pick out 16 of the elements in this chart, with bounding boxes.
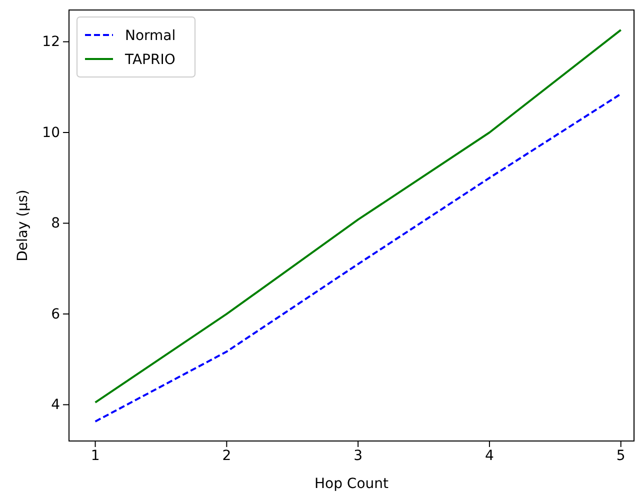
line-series — [94, 92, 622, 422]
y-tick-label: 8 — [51, 216, 60, 232]
y-tick-label: 6 — [51, 306, 60, 322]
x-tick-label: 1 — [90, 448, 100, 464]
line-series — [94, 28, 622, 404]
x-tick-label: 3 — [354, 448, 363, 464]
x-tick-label: 4 — [485, 448, 494, 464]
y-tick-label: 12 — [42, 34, 60, 50]
y-tick-label: 10 — [42, 124, 60, 141]
x-tick-label: 5 — [616, 448, 626, 464]
x-axis-title: Hop Count — [314, 476, 390, 492]
y-axis-title: Delay (μs) — [15, 190, 31, 262]
legend-label: Normal — [125, 28, 176, 44]
x-tick-label: 2 — [222, 448, 232, 464]
y-tick-label: 4 — [51, 397, 60, 414]
legend-label: TAPRIO — [124, 52, 176, 68]
